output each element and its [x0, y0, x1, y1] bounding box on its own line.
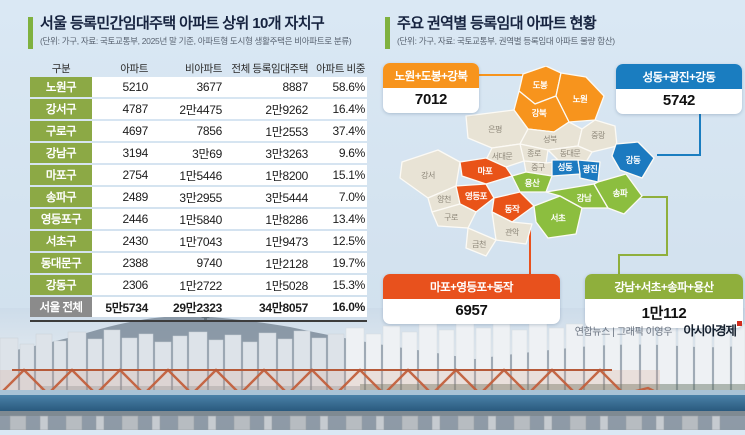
- svg-text:양천: 양천: [437, 194, 451, 204]
- credit-line: 연합뉴스 | 그래픽 이영우 아시아경제: [470, 320, 742, 340]
- connector-southeast-h1: [640, 196, 668, 198]
- table-row: 송파구 2489 3만2955 3만5444 7.0%: [30, 187, 367, 207]
- left-title: 서울 등록민간임대주택 아파트 상위 10개 자치구: [40, 15, 325, 32]
- credit-source: 연합뉴스 | 그래픽 이영우: [574, 327, 673, 338]
- col-header-district: 구분: [51, 62, 71, 75]
- connector-southeast-h2: [618, 254, 668, 256]
- left-title-block: 서울 등록민간임대주택 아파트 상위 10개 자치구 (단위: 가구, 자료: …: [28, 15, 352, 49]
- connector-southeast-v1: [666, 196, 668, 256]
- title-accent-bar: [385, 17, 390, 49]
- svg-text:동대문: 동대문: [560, 149, 581, 158]
- district-table: 구분 아파트 비아파트 전체 등록임대주택 아파트 비중 노원구 5210 36…: [30, 60, 367, 322]
- region-box-value: 1만112: [641, 305, 687, 322]
- district-gwangjin: [577, 159, 601, 183]
- district-gwanak: [491, 211, 533, 245]
- right-title-block: 주요 권역별 등록임대 아파트 현황 (단위: 가구, 자료: 국토교통부, 권…: [385, 15, 615, 49]
- district-geumcheon: [465, 227, 497, 257]
- district-dongdaemun: [547, 145, 593, 163]
- right-subtitle: (단위: 가구, 자료: 국토교통부, 권역별 등록임대 아파트 물량 합산): [397, 36, 615, 47]
- svg-text:강남: 강남: [577, 193, 592, 203]
- table-total-row: 서울 전체 5만5734 29만2323 34만8057 16.0%: [30, 297, 367, 317]
- embankment: [360, 384, 745, 392]
- region-box-southwest: 마포+영등포+동작 6957: [383, 274, 560, 324]
- connector-southwest: [529, 224, 531, 278]
- table-row: 동대문구 2388 9740 1만2128 19.7%: [30, 253, 367, 273]
- table-row: 서초구 2430 1만7043 1만9473 12.5%: [30, 231, 367, 251]
- svg-text:금천: 금천: [472, 239, 486, 249]
- region-box-east: 성동+광진+강동 5742: [616, 64, 742, 114]
- svg-text:강서: 강서: [421, 170, 435, 180]
- title-accent-bar: [28, 17, 33, 49]
- table-row: 강남구 3194 3만69 3만3263 9.6%: [30, 143, 367, 163]
- asiae-logo: 아시아경제: [683, 324, 737, 338]
- region-box-value: 5742: [662, 92, 696, 109]
- table-row: 강서구 4787 2만4475 2만9262 16.4%: [30, 99, 367, 119]
- hanriver-apartments-photo: [0, 306, 745, 431]
- svg-text:도봉: 도봉: [533, 80, 548, 90]
- col-header-nonapt: 비아파트: [184, 62, 222, 75]
- left-subtitle: (단위: 가구, 자료: 국토교통부, 2025년 말 기준, 아파트형 도시형…: [40, 36, 352, 47]
- district-yeongdeungpo: [455, 183, 495, 213]
- district-gangdong: [611, 141, 655, 179]
- svg-text:동작: 동작: [505, 204, 520, 214]
- region-box-north: 노원+도봉+강북 7012: [383, 63, 479, 113]
- svg-text:관악: 관악: [505, 227, 520, 237]
- blue-bridge-deck: [0, 390, 745, 416]
- svg-text:은평: 은평: [488, 124, 502, 134]
- right-title: 주요 권역별 등록임대 아파트 현황: [397, 15, 597, 32]
- col-header-apt: 아파트: [120, 62, 148, 75]
- connector-southeast-v2: [618, 254, 620, 276]
- svg-text:광진: 광진: [583, 164, 598, 174]
- col-header-total: 전체 등록임대주택: [231, 62, 308, 75]
- svg-text:강북: 강북: [532, 108, 547, 118]
- region-box-label: 마포+영등포+동작: [383, 274, 560, 299]
- table-header-row: 구분 아파트 비아파트 전체 등록임대주택 아파트 비중: [30, 60, 367, 76]
- svg-text:송파: 송파: [613, 188, 628, 198]
- svg-text:성동: 성동: [558, 162, 573, 172]
- district-guro: [431, 203, 477, 229]
- svg-text:중구: 중구: [531, 163, 545, 172]
- svg-text:용산: 용산: [525, 178, 540, 188]
- photo-skyline-art: [0, 306, 745, 431]
- region-box-value: 6957: [455, 302, 488, 319]
- connector-east-v: [699, 112, 701, 156]
- svg-text:종로: 종로: [527, 149, 541, 158]
- seoul-district-map: 도봉 노원 강북 은평 성북 중랑 동대문 종로 서대문 중구 성동 광진 강동…: [399, 66, 655, 257]
- district-songpa: [593, 173, 643, 215]
- svg-text:구로: 구로: [444, 213, 458, 222]
- table-row: 강동구 2306 1만2722 1만5028 15.3%: [30, 275, 367, 295]
- region-box-label: 노원+도봉+강북: [383, 63, 479, 88]
- svg-text:마포: 마포: [478, 166, 493, 176]
- region-box-southeast: 강남+서초+송파+용산 1만112: [585, 274, 743, 328]
- table-row: 마포구 2754 1만5446 1만8200 15.1%: [30, 165, 367, 185]
- district-labels: 도봉 노원 강북 은평 성북 중랑 동대문 종로 서대문 중구 성동 광진 강동…: [421, 80, 641, 249]
- district-yongsan: [511, 171, 553, 193]
- table-row: 영등포구 2446 1만5840 1만8286 13.4%: [30, 209, 367, 229]
- col-header-ratio: 아파트 비중: [316, 62, 365, 75]
- region-box-label: 성동+광진+강동: [616, 64, 742, 89]
- svg-text:성북: 성북: [543, 135, 557, 144]
- svg-text:서대문: 서대문: [492, 152, 513, 161]
- svg-text:중랑: 중랑: [591, 130, 606, 140]
- region-box-label: 강남+서초+송파+용산: [585, 274, 743, 299]
- connector-east-h: [657, 154, 701, 156]
- table-row: 노원구 5210 3677 8887 58.6%: [30, 77, 367, 97]
- table-row: 구로구 4697 7856 1만2553 37.4%: [30, 121, 367, 141]
- asiae-logo-mark-icon: [737, 321, 742, 326]
- svg-text:노원: 노원: [573, 94, 588, 104]
- district-dongjak: [491, 191, 535, 223]
- svg-text:강동: 강동: [626, 155, 641, 165]
- svg-text:영등포: 영등포: [465, 191, 488, 201]
- svg-text:서초: 서초: [551, 213, 566, 223]
- connector-north: [477, 74, 529, 76]
- region-box-value: 7012: [414, 91, 448, 108]
